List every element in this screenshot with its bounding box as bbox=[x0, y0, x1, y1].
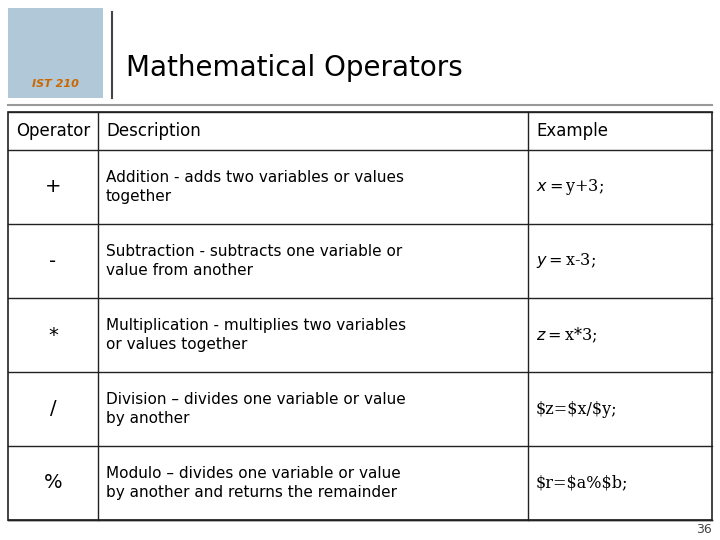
Text: $r=$a%$b;: $r=$a%$b; bbox=[536, 475, 629, 491]
Bar bbox=[8, 8, 103, 98]
Text: IST 210: IST 210 bbox=[32, 79, 79, 89]
Text: Multiplication - multiplies two variables
or values together: Multiplication - multiplies two variable… bbox=[106, 318, 406, 352]
Text: Operator: Operator bbox=[16, 122, 90, 140]
Text: $y=$x-3;: $y=$x-3; bbox=[536, 252, 596, 271]
Text: $z=$x*3;: $z=$x*3; bbox=[536, 325, 597, 345]
Text: /: / bbox=[50, 400, 56, 419]
Text: Subtraction - subtracts one variable or
value from another: Subtraction - subtracts one variable or … bbox=[106, 244, 402, 278]
Text: Description: Description bbox=[106, 122, 201, 140]
Text: Example: Example bbox=[536, 122, 608, 140]
Text: $z=$x/$y;: $z=$x/$y; bbox=[536, 401, 618, 417]
Text: *: * bbox=[48, 326, 58, 345]
Text: Division – divides one variable or value
by another: Division – divides one variable or value… bbox=[106, 392, 406, 426]
Text: -: - bbox=[50, 252, 57, 271]
Text: %: % bbox=[44, 474, 63, 492]
Text: $x=$y+3;: $x=$y+3; bbox=[536, 177, 604, 197]
Text: Addition - adds two variables or values
together: Addition - adds two variables or values … bbox=[106, 170, 404, 204]
Text: Modulo – divides one variable or value
by another and returns the remainder: Modulo – divides one variable or value b… bbox=[106, 466, 401, 500]
Bar bbox=[8, 112, 712, 520]
Text: Mathematical Operators: Mathematical Operators bbox=[126, 54, 463, 82]
Text: +: + bbox=[45, 178, 61, 197]
Text: 36: 36 bbox=[696, 523, 712, 536]
